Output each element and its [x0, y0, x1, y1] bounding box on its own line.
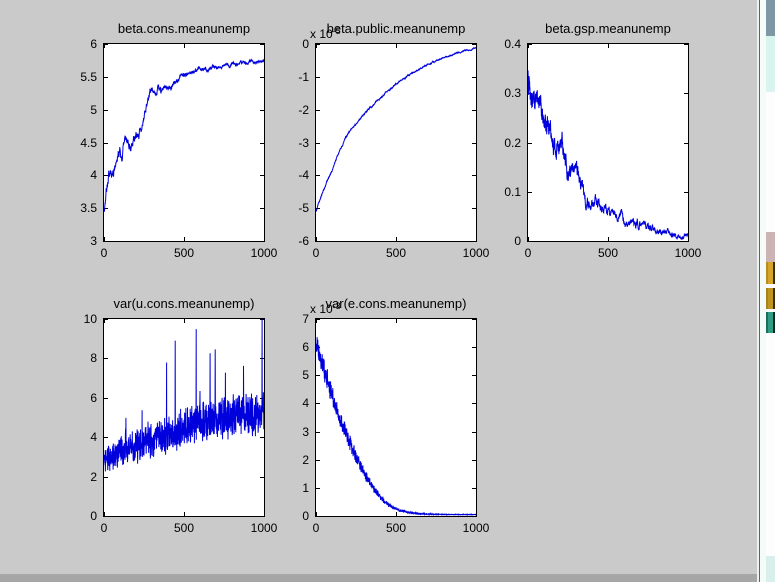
y-tick-label: 10 [83, 312, 97, 326]
y-tick-label: 6 [90, 37, 97, 51]
y-tick-label: 4.5 [80, 135, 97, 150]
x-tick-label: 0 [100, 521, 108, 535]
x-tick-label: 1000 [250, 521, 278, 535]
x-tick-label: 500 [385, 521, 407, 535]
plot-area [527, 43, 689, 242]
plot-area [103, 318, 265, 517]
subplot-title: beta.gsp.meanunemp [545, 21, 671, 36]
y-tick-label: 4 [90, 168, 97, 183]
y-tick-label: 0 [302, 509, 309, 523]
data-series-line [315, 46, 477, 212]
x-tick-label: 500 [597, 246, 619, 260]
y-tick-label: 4 [90, 430, 97, 445]
background-window-fragment [766, 0, 775, 36]
y-tick-label: 1 [302, 480, 309, 495]
y-tick-label: -6 [298, 234, 309, 248]
x-tick-label: 0 [312, 246, 320, 260]
y-axis-exponent-label: x 10-3 [310, 301, 341, 316]
y-tick-label: 5 [302, 368, 309, 383]
subplot-beta-cons-meanunemp: beta.cons.meanunemp 0 500 1000 3 3.5 4 4.5 5 5.5… [80, 21, 277, 260]
x-tick-label: 500 [173, 521, 195, 535]
exponent-prefix: x 10 [310, 302, 333, 316]
x-tick-label: 0 [524, 246, 532, 260]
subplot-title: beta.cons.meanunemp [117, 21, 251, 36]
window-edge-highlight [757, 0, 759, 582]
folder-icon[interactable] [766, 262, 775, 284]
y-tick-label: 0 [90, 509, 97, 523]
application-icon[interactable] [766, 312, 775, 333]
y-tick-label: -4 [298, 168, 309, 183]
exponent-value: -3 [332, 301, 341, 311]
subplot-title: beta.public.meanunemp [326, 21, 466, 36]
x-tick-label: 0 [312, 521, 320, 535]
y-tick-label: 3 [302, 424, 309, 439]
x-tick-label: 1000 [674, 246, 702, 260]
window-bottom-edge [0, 574, 757, 582]
x-tick-label: 0 [100, 246, 108, 260]
desktop-gap [760, 0, 766, 582]
subplot-title: var(e.cons.meanunemp) [325, 296, 467, 311]
y-tick-label: -1 [298, 69, 309, 84]
subplot-var-e-cons-meanunemp: var(e.cons.meanunemp) x 10-3 0 500 1000 0 1 2… [302, 296, 489, 535]
x-tick-label: 500 [385, 246, 407, 260]
subplot-beta-public-meanunemp: beta.public.meanunemp x 10-5 0 500 1000 -6-… [298, 21, 489, 260]
x-tick-label: 500 [173, 246, 195, 260]
y-tick-label: 5.5 [80, 69, 97, 84]
y-tick-label: 3 [90, 234, 97, 248]
subplot-beta-gsp-meanunemp: beta.gsp.meanunemp 0 500 1000 0 0.1 0.2 0.3 0.4 [504, 21, 701, 260]
desktop-fragment [766, 556, 775, 582]
plot-canvas [527, 43, 689, 242]
data-series-line [103, 318, 265, 472]
y-tick-label: -3 [298, 135, 309, 150]
folder-icon[interactable] [766, 288, 775, 309]
y-tick-label: 8 [90, 351, 97, 366]
plot-area [315, 318, 477, 517]
y-tick-label: -2 [298, 102, 309, 117]
plot-area [315, 43, 477, 242]
y-tick-label: -5 [298, 201, 309, 216]
y-tick-label: 0 [302, 37, 309, 51]
data-series-line [527, 70, 689, 241]
subplot-title: var(u.cons.meanunemp) [113, 296, 255, 311]
x-tick-label: 1000 [462, 521, 490, 535]
desktop-edge-strip [766, 0, 775, 582]
y-tick-label: 0.2 [504, 135, 521, 150]
x-tick-label: 1000 [250, 246, 278, 260]
y-tick-label: 0 [514, 234, 521, 248]
plot-canvas [103, 43, 265, 242]
y-tick-label: 4 [302, 396, 309, 411]
y-tick-label: 2 [302, 452, 309, 467]
subplot-var-u-cons-meanunemp: var(u.cons.meanunemp) 0 500 1000 0 2 4 6 8 10 [84, 296, 278, 535]
y-tick-label: 2 [90, 469, 97, 484]
y-tick-label: 0.4 [504, 37, 521, 51]
y-tick-label: 0.3 [504, 86, 521, 101]
data-series-line [103, 58, 265, 212]
y-tick-label: 7 [302, 312, 309, 326]
desktop-fragment [766, 232, 775, 262]
plot-area [103, 43, 265, 242]
x-tick-label: 1000 [462, 246, 490, 260]
exponent-prefix: x 10 [310, 27, 333, 41]
data-series-line [315, 337, 477, 517]
y-tick-label: 6 [90, 390, 97, 405]
y-axis-exponent-label: x 10-5 [310, 26, 341, 41]
y-tick-label: 3.5 [80, 201, 97, 216]
plot-canvas [103, 318, 265, 517]
y-tick-label: 6 [302, 340, 309, 355]
y-tick-label: 0.1 [504, 184, 521, 199]
exponent-value: -5 [332, 26, 341, 36]
window-right-border [759, 0, 760, 582]
plot-canvas [315, 318, 477, 517]
plot-canvas [315, 43, 477, 242]
y-tick-label: 5 [90, 102, 97, 117]
desktop-fragment [766, 36, 775, 92]
